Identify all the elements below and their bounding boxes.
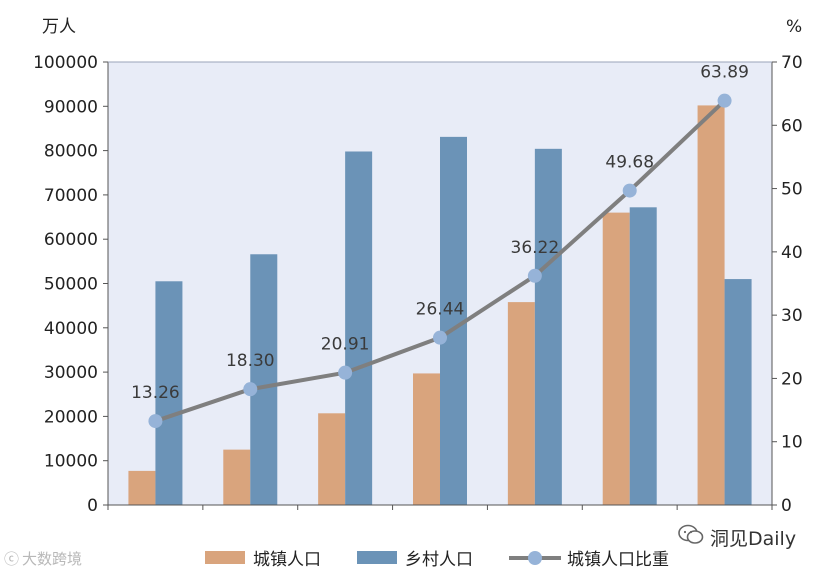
bar-rural-5 (629, 207, 657, 505)
ratio-data-label-1: 18.30 (226, 351, 275, 371)
ratio-point-3 (433, 330, 447, 345)
ratio-data-label-5: 49.68 (605, 153, 654, 173)
ratio-point-1 (243, 382, 258, 397)
legend-label-1: 乡村人口 (405, 550, 473, 570)
y-right-tick-label-0: 0 (781, 496, 792, 516)
bar-rural-1 (250, 254, 278, 505)
ratio-data-label-0: 13.26 (131, 383, 180, 403)
bar-urban-6 (697, 105, 725, 505)
bar-urban-0 (128, 470, 156, 505)
legend-label-0: 城镇人口 (253, 550, 321, 570)
y-right-tick-label-1: 10 (781, 433, 803, 453)
left-unit-label: 万人 (42, 17, 76, 37)
wechat-icon (678, 524, 704, 551)
ratio-point-2 (338, 365, 353, 380)
legend-label-2: 城镇人口比重 (567, 550, 669, 570)
y-left-tick-label-9: 90000 (44, 97, 98, 117)
y-right-tick-label-2: 20 (781, 369, 803, 389)
y-left-tick-label-7: 70000 (44, 186, 98, 206)
y-left-tick-label-5: 50000 (44, 275, 98, 295)
ratio-data-label-3: 26.44 (416, 300, 465, 320)
y-left-tick-label-0: 0 (87, 496, 98, 516)
legend-swatch-1 (357, 551, 397, 564)
bar-urban-4 (507, 302, 535, 505)
y-right-tick-label-6: 60 (781, 116, 803, 136)
watermark-left: ⓒ 大数跨境 (4, 548, 82, 569)
bar-urban-2 (318, 413, 346, 505)
ratio-point-6 (717, 93, 732, 108)
bar-urban-3 (413, 373, 440, 505)
y-left-tick-label-10: 100000 (33, 53, 98, 73)
watermark-logo-icon: ⓒ (4, 550, 20, 568)
y-right-tick-label-4: 40 (781, 243, 803, 263)
ratio-point-4 (527, 268, 542, 283)
y-left-tick-label-3: 30000 (44, 363, 98, 383)
y-right-tick-label-7: 70 (781, 53, 803, 73)
y-left-tick-label-8: 80000 (44, 142, 98, 162)
bar-rural-6 (724, 279, 752, 505)
watermark-right-text: 洞见Daily (710, 528, 797, 550)
ratio-data-label-6: 63.89 (700, 63, 749, 83)
legend-swatch-0 (205, 551, 245, 564)
bar-urban-5 (602, 212, 630, 505)
ratio-data-label-2: 20.91 (321, 335, 370, 355)
watermark-right: 洞见Daily (678, 524, 796, 551)
legend: 城镇人口 乡村人口 城镇人口比重 (205, 550, 669, 570)
legend-marker-2 (528, 551, 542, 565)
y-left-tick-label-2: 20000 (44, 407, 98, 427)
ratio-data-label-4: 36.22 (511, 238, 560, 258)
bar-urban-1 (223, 449, 251, 505)
bar-rural-2 (345, 151, 373, 505)
ratio-point-0 (148, 414, 163, 429)
bar-rural-0 (155, 281, 183, 505)
y-right-tick-label-3: 30 (781, 306, 803, 326)
y-left-tick-label-4: 40000 (44, 319, 98, 339)
right-unit-label: % (786, 17, 802, 37)
ratio-point-5 (622, 183, 637, 198)
bar-rural-4 (534, 148, 562, 505)
y-left-tick-label-1: 10000 (44, 452, 98, 472)
y-right-tick-label-5: 50 (781, 180, 803, 200)
watermark-left-text: 大数跨境 (22, 550, 83, 568)
y-left-tick-label-6: 60000 (44, 230, 98, 250)
